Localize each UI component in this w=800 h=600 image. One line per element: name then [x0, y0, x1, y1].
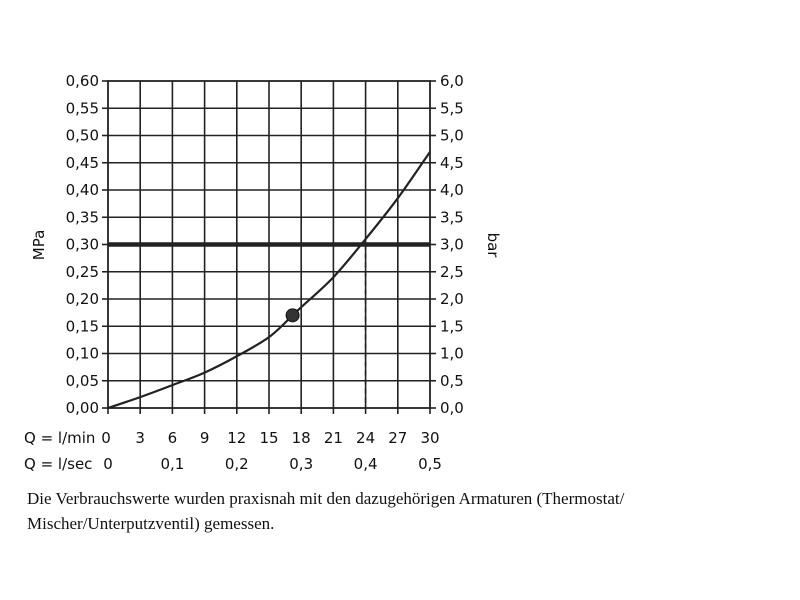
curve-layer — [107, 151, 431, 410]
x-lmin-tick-label: 30 — [420, 429, 439, 447]
left-tick-label: 0,35 — [66, 208, 99, 226]
x-axis-lsec-label: Q = l/sec — [24, 455, 92, 473]
right-axis-ticks: 0,0 0,5 1,0 1,5 2,0 2,5 3,0 3,5 4,0 4,5 5,0 5,5 6,0 — [430, 72, 464, 417]
x-lmin-tick-label: 27 — [388, 429, 407, 447]
x-axis-lsec-ticks: 0 0,1 0,2 0,3 0,4 0,5 — [103, 455, 442, 473]
right-tick-label: 3,0 — [440, 236, 464, 254]
right-tick-label: 2,0 — [440, 290, 464, 308]
x-axis-lmin-label: Q = l/min — [24, 429, 95, 447]
right-tick-label: 0,0 — [440, 399, 464, 417]
right-tick-label: 5,0 — [440, 127, 464, 145]
right-tick-label: 6,0 — [440, 72, 464, 90]
x-lmin-tick-label: 0 — [101, 429, 111, 447]
left-axis-ticks: 0,00 0,05 0,10 0,15 0,20 0,25 0,30 0,35 0,40 0,45… — [66, 72, 108, 417]
right-tick-label: 0,5 — [440, 372, 464, 390]
right-tick-label: 4,5 — [440, 154, 464, 172]
left-tick-label: 0,15 — [66, 317, 99, 335]
x-lsec-tick-label: 0,1 — [160, 455, 184, 473]
x-lmin-tick-label: 21 — [324, 429, 343, 447]
left-tick-label: 0,45 — [66, 154, 99, 172]
x-lmin-tick-label: 24 — [356, 429, 375, 447]
x-lmin-tick-label: 12 — [227, 429, 246, 447]
left-tick-label: 0,50 — [66, 127, 99, 145]
left-tick-label: 0,55 — [66, 99, 99, 117]
right-tick-label: 3,5 — [440, 208, 464, 226]
right-tick-label: 5,5 — [440, 99, 464, 117]
x-lsec-tick-label: 0,5 — [418, 455, 442, 473]
x-lsec-tick-label: 0,2 — [225, 455, 249, 473]
caption-text: Die Verbrauchswerte wurden praxisnah mit… — [27, 489, 625, 533]
left-tick-label: 0,25 — [66, 263, 99, 281]
left-tick-label: 0,60 — [66, 72, 99, 90]
x-lsec-tick-label: 0 — [103, 455, 113, 473]
right-tick-label: 4,0 — [440, 181, 464, 199]
left-axis-title: MPa — [30, 230, 48, 261]
x-lsec-tick-label: 0,4 — [354, 455, 378, 473]
reference-line-layer — [108, 242, 430, 408]
right-axis-title: bar — [484, 233, 502, 259]
x-lsec-tick-label: 0,3 — [289, 455, 313, 473]
x-lmin-tick-label: 3 — [135, 429, 145, 447]
right-tick-label: 1,0 — [440, 345, 464, 363]
left-tick-label: 0,00 — [66, 399, 99, 417]
left-tick-label: 0,10 — [66, 345, 99, 363]
left-tick-label: 0,20 — [66, 290, 99, 308]
left-tick-label: 0,30 — [66, 236, 99, 254]
x-lmin-tick-label: 9 — [200, 429, 210, 447]
x-lmin-tick-label: 15 — [259, 429, 278, 447]
x-axis-lmin-ticks: 0 3 6 9 12 15 18 21 24 27 30 — [101, 408, 440, 447]
pressure-flow-chart: 0,000,050,100,150,200,250,300,350,400,45… — [24, 72, 502, 473]
left-tick-label: 0,40 — [66, 181, 99, 199]
operating-point-marker — [285, 308, 300, 323]
x-lmin-tick-label: 18 — [292, 429, 311, 447]
right-tick-label: 2,5 — [440, 263, 464, 281]
left-tick-label: 0,05 — [66, 372, 99, 390]
right-tick-label: 1,5 — [440, 317, 464, 335]
pressure-curve — [107, 151, 431, 410]
x-lmin-tick-label: 6 — [168, 429, 178, 447]
